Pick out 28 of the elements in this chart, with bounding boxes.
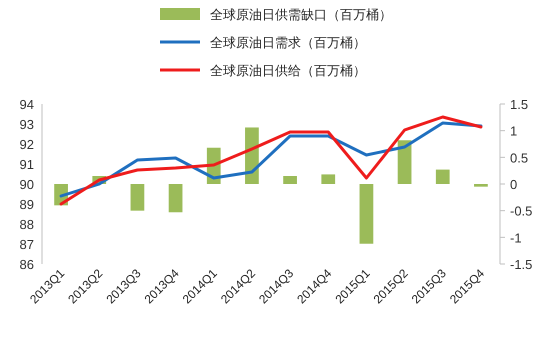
bar xyxy=(436,170,450,184)
y2-tick-label: 1 xyxy=(510,124,518,139)
y-tick-label: 92 xyxy=(20,137,34,152)
y-tick-label: 86 xyxy=(20,257,34,272)
y-tick-label: 94 xyxy=(20,97,34,112)
y2-tick-label: -1.5 xyxy=(510,257,532,272)
y2-tick-label: 0 xyxy=(510,177,518,192)
y-tick-label: 93 xyxy=(20,117,34,132)
bar xyxy=(474,184,488,187)
y-tick-label: 91 xyxy=(20,157,34,172)
y-tick-label: 90 xyxy=(20,177,34,192)
legend-label: 全球原油日需求（百万桶） xyxy=(210,35,366,50)
y2-tick-label: 1.5 xyxy=(510,97,528,112)
y2-tick-label: -0.5 xyxy=(510,204,532,219)
line-series xyxy=(60,116,482,206)
legend-label: 全球原油日供给（百万桶） xyxy=(210,63,366,78)
bar xyxy=(360,184,374,244)
y-tick-label: 88 xyxy=(20,217,34,232)
bar xyxy=(398,140,412,184)
legend-label: 全球原油日供需缺口（百万桶） xyxy=(210,7,392,22)
bar xyxy=(321,174,336,184)
y-tick-label: 89 xyxy=(20,197,34,212)
bar xyxy=(168,184,182,212)
y-tick-label: 87 xyxy=(20,237,34,252)
y2-tick-label: 0.5 xyxy=(510,150,528,166)
y2-tick-label: -1 xyxy=(510,230,522,246)
bar xyxy=(283,176,297,184)
bar xyxy=(130,184,144,211)
